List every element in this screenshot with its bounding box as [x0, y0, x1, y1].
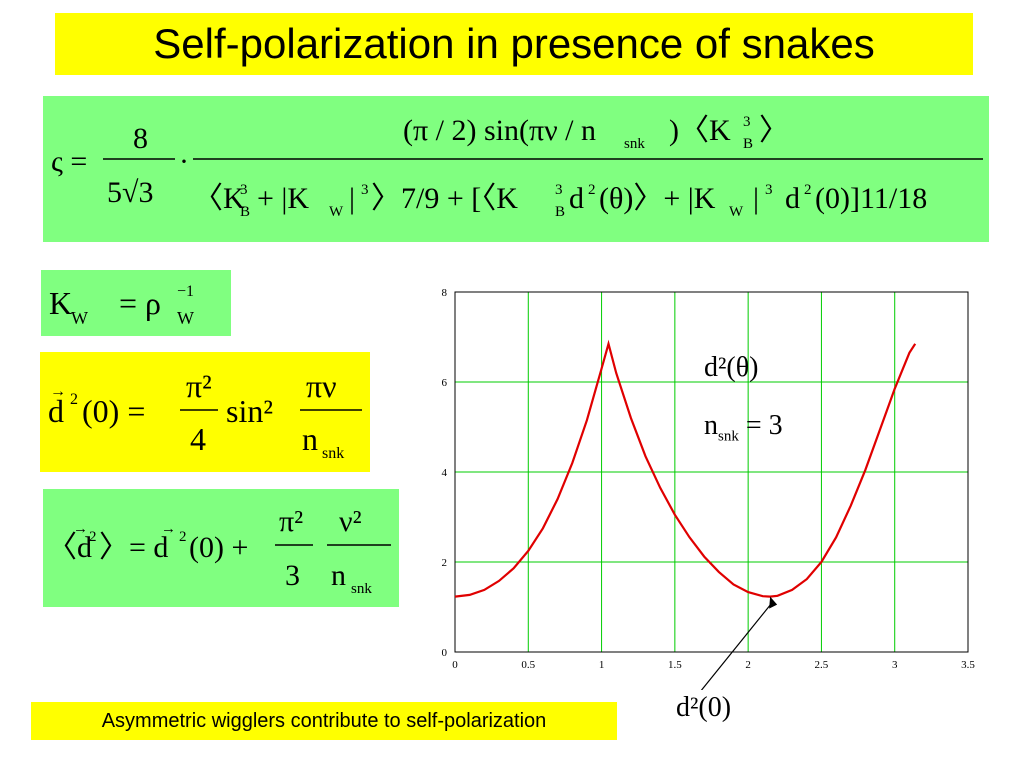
svg-text:〉7/9 + [〈K: 〉7/9 + [〈K: [371, 182, 518, 215]
x-tick-label: 0.5: [521, 659, 535, 671]
d0-frac-num: π²: [186, 368, 212, 404]
main-coef-den: 5√3: [107, 176, 153, 209]
curve-label: d²(θ): [704, 352, 758, 384]
kw-rhs: = ρ: [119, 285, 161, 321]
svg-text:(0) +: (0) +: [189, 531, 248, 564]
x-tick-label: 1.5: [668, 659, 682, 671]
x-tick-label: 1: [599, 659, 605, 671]
avg-coef-den: 3: [285, 559, 300, 592]
arrow-label-text: d²(0): [676, 692, 732, 723]
kw-lhs: K: [49, 285, 72, 321]
svg-text:d: d: [48, 393, 64, 429]
svg-text:B: B: [743, 136, 753, 152]
svg-text:|: |: [349, 182, 355, 215]
svg-text:B: B: [240, 204, 250, 220]
series-line: [454, 339, 917, 598]
d0-arg-num: πν: [306, 368, 337, 404]
svg-text:d: d: [785, 182, 800, 215]
svg-text:)〈K: )〈K: [669, 114, 731, 147]
avg-frac-den: n: [331, 559, 346, 592]
svg-text:〈K: 〈K: [193, 182, 245, 215]
avg-frac-den-sub: snk: [351, 581, 372, 597]
d0-frac-den: 4: [190, 421, 206, 457]
d0-equation: d → 2 (0) = π² 4 sin² πν n snk: [48, 368, 362, 462]
svg-text:〉: 〉: [759, 114, 789, 147]
svg-text:(0) =: (0) =: [82, 393, 145, 429]
svg-text:→: →: [73, 521, 88, 537]
d0-equation-box: d → 2 (0) = π² 4 sin² πν n snk: [40, 352, 370, 472]
svg-text:3: 3: [240, 182, 248, 198]
svg-text:+ |K: + |K: [257, 182, 309, 215]
main-numerator: (π / 2) sin(πν / n: [403, 114, 596, 147]
param-label-text: n: [704, 410, 718, 441]
y-tick-label: 2: [442, 557, 448, 569]
svg-text:W: W: [329, 204, 344, 220]
x-tick-label: 2: [745, 659, 751, 671]
svg-text:d: d: [569, 182, 584, 215]
param-label: nsnk = 3: [704, 410, 783, 446]
main-equation-box: ς = 8 5√3 · (π / 2) sin(πν / n snk )〈K 3…: [43, 96, 989, 242]
footer-note: Asymmetric wigglers contribute to self-p…: [31, 702, 617, 740]
svg-text:(θ)〉+ |K: (θ)〉+ |K: [599, 182, 716, 215]
svg-text:B: B: [555, 204, 565, 220]
kw-equation-box: K W = ρ −1 W: [41, 270, 231, 336]
svg-text:3: 3: [555, 182, 563, 198]
curve-label-text: d²(θ): [704, 352, 759, 383]
svg-text:3: 3: [361, 182, 369, 198]
svg-text:·: ·: [179, 145, 189, 178]
svg-text:2: 2: [588, 182, 596, 198]
annotation-arrow: [700, 602, 773, 690]
kw-sub: W: [71, 308, 88, 328]
y-tick-label: 8: [442, 287, 448, 299]
plot-frame: [454, 291, 969, 653]
page-title: Self-polarization in presence of snakes: [55, 13, 973, 75]
d0-arg-den-sub: snk: [322, 445, 344, 462]
svg-text:〈d: 〈d: [47, 531, 92, 564]
d0-sin: sin²: [226, 393, 273, 429]
svg-text:→: →: [161, 521, 176, 537]
x-tick-label: 3.5: [961, 659, 975, 671]
svg-text:W: W: [177, 308, 194, 328]
avg-d2-equation-box: 〈d → 2 〉= d → 2 (0) + π² 3 ν² n snk: [43, 489, 399, 607]
x-tick-label: 3: [892, 659, 898, 671]
svg-text:W: W: [729, 204, 744, 220]
main-numerator-sub: snk: [624, 136, 645, 152]
param-value: = 3: [745, 410, 783, 441]
param-label-sub: snk: [718, 428, 739, 445]
x-tick-label: 2.5: [815, 659, 829, 671]
kw-rhs-sup: −1: [177, 283, 194, 300]
svg-text:2: 2: [179, 529, 187, 545]
d0-arg-den: n: [302, 421, 318, 457]
svg-text:3: 3: [743, 114, 751, 130]
avg-frac-num: ν²: [339, 505, 362, 538]
avg-d2-equation: 〈d → 2 〉= d → 2 (0) + π² 3 ν² n snk: [47, 505, 391, 597]
svg-text:(0)]11/18: (0)]11/18: [815, 182, 927, 215]
main-lhs: ς =: [51, 145, 87, 178]
svg-text:→: →: [50, 383, 66, 400]
main-equation: ς = 8 5√3 · (π / 2) sin(πν / n snk )〈K 3…: [51, 114, 983, 220]
svg-text:|: |: [753, 182, 759, 215]
svg-text:3: 3: [765, 182, 773, 198]
x-tick-label: 0: [452, 659, 458, 671]
chart: 0 0.5 1 1.5 2 2.5 3 3.5 0 2 4 6 8: [442, 287, 975, 690]
y-tick-label: 4: [442, 467, 448, 479]
y-tick-label: 6: [442, 377, 448, 389]
avg-coef-num: π²: [279, 505, 303, 538]
arrow-label: d²(0): [676, 692, 731, 724]
svg-text:〉= d: 〉= d: [99, 531, 168, 564]
svg-text:2: 2: [89, 529, 97, 545]
main-coef-num: 8: [133, 122, 148, 155]
annotation-arrowhead: [769, 596, 778, 609]
svg-text:2: 2: [804, 182, 812, 198]
svg-text:2: 2: [70, 391, 78, 408]
y-tick-label: 0: [442, 647, 448, 659]
kw-equation: K W = ρ −1 W: [49, 283, 194, 328]
